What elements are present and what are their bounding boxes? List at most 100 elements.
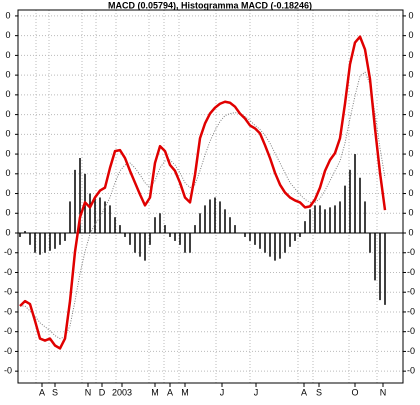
- y-tick-label: 0: [5, 70, 10, 80]
- y-tick-label: 0: [5, 168, 10, 178]
- histogram-bar: [374, 233, 376, 281]
- histogram-bar: [204, 205, 206, 234]
- chart-title: MACD (0.05794), Histogramma MACD (-0.182…: [108, 0, 312, 10]
- x-tick-label: 2003: [112, 387, 132, 397]
- histogram-bar: [249, 233, 251, 241]
- y2-tick-label: 0: [408, 227, 413, 237]
- histogram-bar: [89, 193, 91, 234]
- histogram-bar: [329, 207, 331, 234]
- y2-tick-label: 0: [408, 148, 413, 158]
- histogram-bar: [44, 233, 46, 253]
- histogram-bar: [294, 233, 296, 241]
- histogram-bar: [174, 233, 176, 241]
- histogram-bar: [304, 221, 306, 234]
- histogram-bar: [139, 233, 141, 257]
- y-tick-label: 0: [5, 129, 10, 139]
- y2-tick-label: 0: [408, 129, 413, 139]
- histogram-bar: [354, 154, 356, 234]
- y-tick-label: 0: [5, 109, 10, 119]
- y-tick-label: -0: [4, 267, 12, 277]
- histogram-bar: [334, 205, 336, 234]
- histogram-bar: [279, 233, 281, 259]
- y-tick-label: -0: [4, 346, 12, 356]
- histogram-bar: [29, 233, 31, 245]
- x-tick-label: S: [52, 387, 58, 397]
- y-tick-label: 0: [5, 30, 10, 40]
- histogram-bar: [324, 209, 326, 234]
- histogram-bar: [19, 233, 21, 237]
- histogram-bar: [199, 213, 201, 234]
- y-tick-label: -0: [4, 247, 12, 257]
- y2-tick-label: 0: [408, 10, 413, 20]
- y2-tick-label: 0: [408, 70, 413, 80]
- histogram-bar: [124, 233, 126, 237]
- y-tick-label: -0: [4, 287, 12, 297]
- histogram-bar: [289, 233, 291, 247]
- histogram-bar: [339, 201, 341, 234]
- histogram-bar: [264, 233, 266, 253]
- x-tick-label: D: [99, 387, 106, 397]
- x-tick-label: S: [316, 387, 322, 397]
- y2-tick-label: 0: [408, 168, 413, 178]
- histogram-bar: [129, 233, 131, 245]
- histogram-bar: [364, 201, 366, 234]
- histogram-bar: [59, 233, 61, 245]
- histogram-bar: [114, 217, 116, 234]
- x-tick-label: M: [151, 387, 159, 397]
- x-tick-label: J: [220, 387, 225, 397]
- histogram-bar: [224, 209, 226, 234]
- histogram-bar: [169, 233, 171, 237]
- histogram-bar: [79, 158, 81, 234]
- x-tick-label: A: [301, 387, 307, 397]
- y2-tick-label: 0: [408, 50, 413, 60]
- y-tick-label: -0: [4, 326, 12, 336]
- histogram-bar: [24, 231, 26, 234]
- y2-tick-label: -0: [407, 326, 415, 336]
- x-tick-label: N: [380, 387, 387, 397]
- y2-tick-label: 0: [408, 208, 413, 218]
- histogram-bar: [219, 201, 221, 234]
- y-tick-label: 0: [5, 148, 10, 158]
- histogram-bar: [119, 225, 121, 234]
- histogram-bar: [299, 233, 301, 237]
- histogram-bar: [269, 233, 271, 257]
- histogram-bar: [379, 233, 381, 301]
- histogram-bar: [214, 197, 216, 234]
- y2-tick-label: 0: [408, 30, 413, 40]
- histogram-bar: [94, 197, 96, 234]
- histogram-bar: [209, 199, 211, 234]
- y-tick-label: 0: [5, 208, 10, 218]
- x-tick-label: M: [181, 387, 189, 397]
- histogram-bar: [144, 233, 146, 261]
- histogram-bar: [369, 233, 371, 253]
- histogram-bar: [194, 225, 196, 234]
- y2-tick-label: -0: [407, 267, 415, 277]
- histogram-bar: [69, 201, 71, 234]
- histogram-bar: [344, 185, 346, 234]
- x-tick-label: A: [167, 387, 173, 397]
- histogram-bar: [359, 177, 361, 234]
- y2-tick-label: -0: [407, 346, 415, 356]
- histogram-bar: [184, 233, 186, 253]
- histogram-bar: [54, 233, 56, 249]
- histogram-bar: [39, 233, 41, 255]
- histogram-bar: [254, 233, 256, 245]
- histogram-bar: [104, 201, 106, 234]
- histogram-bar: [234, 225, 236, 234]
- histogram-bar: [319, 205, 321, 234]
- histogram-bar: [229, 217, 231, 234]
- histogram-bar: [109, 205, 111, 234]
- y2-tick-label: -0: [407, 366, 415, 376]
- histogram-bar: [164, 225, 166, 234]
- histogram-bar: [64, 233, 66, 241]
- y2-tick-label: -0: [407, 247, 415, 257]
- histogram-bar: [49, 233, 51, 251]
- histogram-bar: [149, 233, 151, 245]
- plot-frame: [17, 9, 404, 384]
- y2-tick-label: -0: [407, 287, 415, 297]
- x-tick-label: O: [351, 387, 358, 397]
- histogram-bar: [284, 233, 286, 253]
- histogram-bar: [154, 217, 156, 234]
